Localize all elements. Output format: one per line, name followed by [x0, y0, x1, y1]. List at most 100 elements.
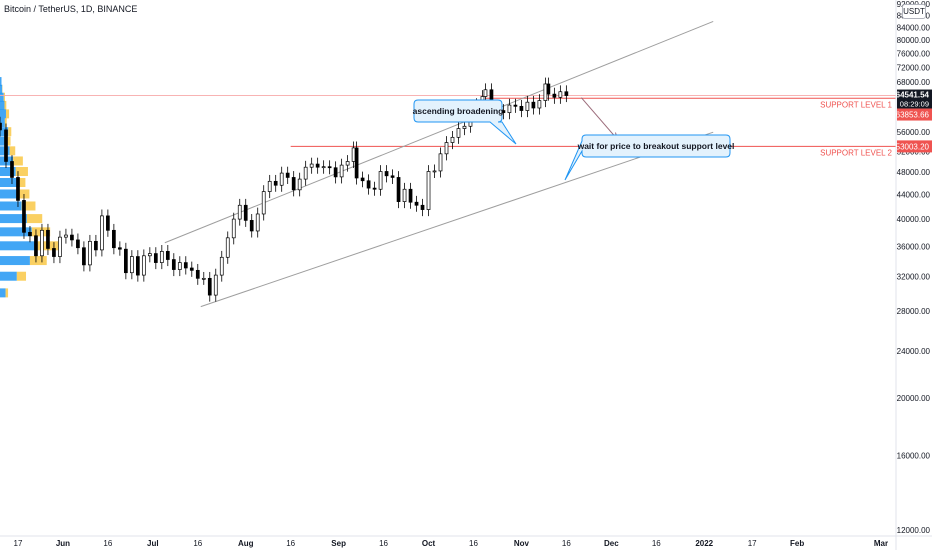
plot-area: SUPPORT LEVEL 1 SUPPORT LEVEL 2	[0, 20, 896, 308]
y-tick-label: 12000.00	[897, 526, 931, 535]
candle-body-down	[249, 220, 254, 232]
candle-body-down	[372, 187, 377, 190]
x-tick-label: 16	[103, 539, 112, 548]
y-tick-label: 44000.00	[897, 190, 931, 199]
x-tick-label: 16	[193, 539, 202, 548]
candle-body-down	[291, 177, 296, 191]
candle-body-up	[267, 180, 272, 192]
candle	[366, 174, 371, 195]
candle-body-up	[100, 215, 104, 251]
candle	[507, 98, 512, 120]
candle	[225, 231, 230, 264]
currency-button[interactable]: USDT	[902, 4, 926, 19]
candle-body-up	[303, 166, 308, 180]
candle-body-down	[16, 177, 20, 201]
candle	[88, 234, 92, 272]
symbol-title: Bitcoin / TetherUS, 1D, BINANCE	[4, 4, 138, 14]
candle-body-down	[135, 256, 140, 276]
x-tick-label: 16	[379, 539, 388, 548]
volume-profile-bar-up	[0, 167, 16, 177]
y-tick-label: 84000.00	[897, 23, 931, 32]
candle	[100, 209, 104, 257]
candle	[189, 261, 194, 277]
candle-body-up	[537, 100, 542, 109]
callout-breakout-wait: wait for price to breakout support level	[564, 134, 735, 181]
y-tick-label: 76000.00	[897, 49, 931, 58]
candle-body-up	[345, 161, 350, 166]
candle-body-down	[420, 204, 425, 210]
candle-body-down	[408, 188, 413, 203]
candle-body-down	[315, 163, 320, 168]
candle-body-down	[28, 231, 32, 237]
candle-body-up	[261, 191, 266, 215]
callout-breakout-wait-text: wait for price to breakout support level	[577, 141, 735, 151]
candle	[171, 253, 176, 277]
candle	[438, 147, 443, 178]
candle-body-up	[213, 274, 218, 296]
candle-body-up	[177, 262, 182, 270]
volume-profile-bar-up	[0, 271, 17, 281]
candle-body-up	[255, 213, 260, 232]
candle-body-down	[112, 229, 116, 249]
volume-profile-bar-down	[8, 127, 12, 137]
candle-body-down	[327, 166, 332, 169]
candle-body-down	[366, 180, 371, 189]
x-tick-label: 2022	[695, 539, 713, 548]
last-price-label-bg	[897, 89, 932, 109]
volume-profile-bar-up	[0, 118, 5, 128]
candle	[267, 174, 272, 199]
candle-body-down	[360, 177, 365, 182]
candle	[64, 228, 68, 244]
candle	[564, 85, 569, 103]
candle	[327, 160, 332, 175]
candle-body-up	[40, 229, 44, 257]
candle	[4, 123, 8, 169]
candle	[384, 165, 389, 183]
candle-body-down	[82, 247, 86, 266]
candle-body-down	[207, 277, 212, 296]
candle-body-up	[201, 277, 206, 280]
candle-body-up	[159, 251, 164, 263]
candle-body-up	[225, 237, 230, 258]
volume-profile-bar-up	[0, 136, 8, 146]
candle-body-up	[88, 240, 92, 266]
volume-profile-bar-down	[9, 146, 16, 156]
candle-body-down	[10, 161, 14, 178]
candle-body-up	[58, 236, 62, 257]
candle	[558, 85, 563, 104]
candle	[76, 233, 80, 255]
x-tick-label: 16	[562, 539, 571, 548]
callout-ascending-broadening-text: ascending broadening	[413, 106, 504, 116]
candle	[207, 271, 212, 302]
candle-body-up	[456, 128, 461, 138]
volume-profile-bar-down	[5, 288, 9, 298]
candle-body-down	[285, 172, 290, 178]
candle-body-up	[64, 234, 68, 238]
support-level-label-2: SUPPORT LEVEL 2	[820, 148, 892, 157]
candle	[285, 166, 290, 184]
callout-ascending-broadening: ascending broadening	[413, 99, 517, 145]
candle	[333, 161, 338, 184]
candle-body-up	[426, 171, 431, 210]
projection-arrow-shaft	[580, 97, 618, 140]
candle	[414, 195, 419, 212]
candle	[273, 174, 278, 192]
y-tick-label: 32000.00	[897, 273, 931, 282]
candle	[552, 87, 557, 104]
candle	[82, 241, 86, 272]
candle	[237, 198, 242, 226]
candle	[147, 247, 152, 263]
candle	[130, 250, 134, 280]
candle	[525, 95, 530, 118]
candle-body-up	[130, 256, 134, 274]
candle	[52, 242, 56, 264]
volume-profile-bar-down	[5, 109, 10, 119]
volume-profile-bar-up	[0, 177, 17, 187]
volume-profile-bar-up	[0, 201, 22, 211]
candle	[309, 157, 314, 174]
candle	[279, 166, 284, 192]
lower-channel-line	[200, 131, 714, 308]
candle-body-up	[147, 253, 152, 257]
candle	[201, 271, 206, 285]
